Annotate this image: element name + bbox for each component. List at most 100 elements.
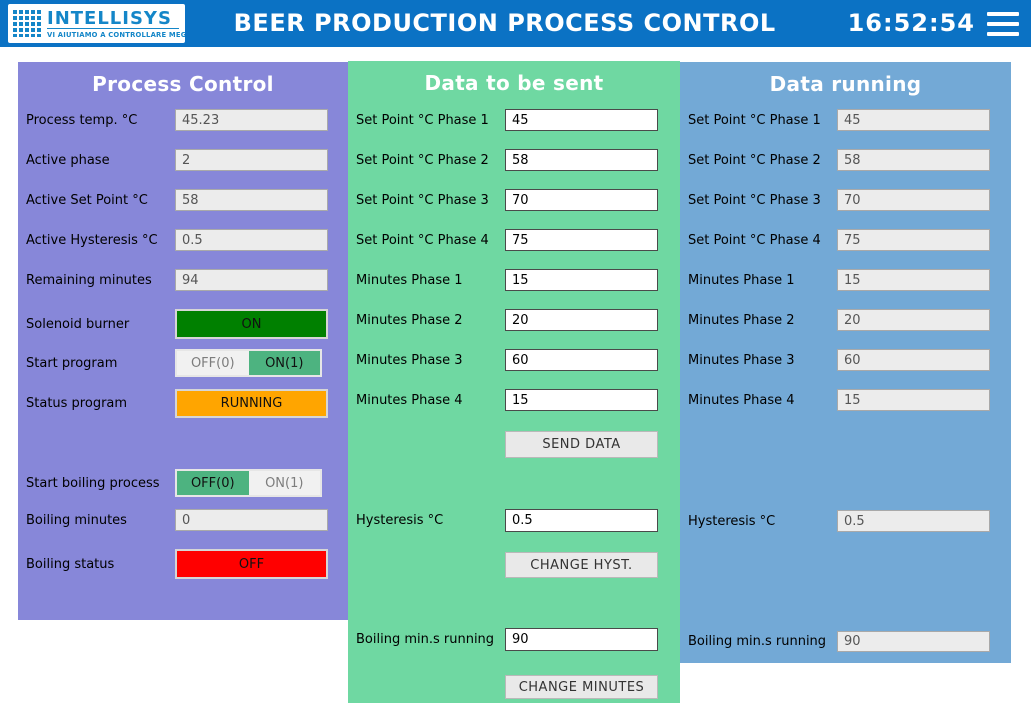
change-hyst-row: CHANGE HYST. — [348, 552, 680, 578]
start-boiling-off-button[interactable]: OFF(0) — [177, 471, 249, 495]
boiling-minutes-label: Boiling minutes — [26, 512, 127, 528]
send-boiling-running-row: Boiling min.s running — [348, 628, 680, 651]
run-minutes1-row: Minutes Phase 1 — [680, 269, 1011, 291]
boiling-status-row: Boiling status OFF — [18, 549, 348, 579]
process-control-title: Process Control — [92, 72, 274, 96]
page-title: BEER PRODUCTION PROCESS CONTROL — [233, 9, 776, 37]
boiling-minutes-field — [175, 509, 328, 531]
data-to-send-title: Data to be sent — [424, 71, 604, 95]
run-setpoint3-row: Set Point °C Phase 3 — [680, 189, 1011, 211]
change-hyst-button[interactable]: CHANGE HYST. — [505, 552, 658, 578]
send-minutes3-label: Minutes Phase 3 — [356, 352, 463, 368]
send-hysteresis-row: Hysteresis °C — [348, 509, 680, 532]
active-phase-label: Active phase — [26, 152, 110, 168]
remaining-minutes-row: Remaining minutes — [18, 269, 348, 291]
send-setpoint1-label: Set Point °C Phase 1 — [356, 112, 489, 128]
send-hysteresis-label: Hysteresis °C — [356, 513, 444, 528]
remaining-minutes-label: Remaining minutes — [26, 272, 152, 288]
send-minutes2-input[interactable] — [505, 309, 658, 331]
run-hysteresis-label: Hysteresis °C — [688, 513, 776, 529]
run-setpoint1-field — [837, 109, 990, 131]
active-setpoint-row: Active Set Point °C — [18, 189, 348, 211]
send-minutes2-row: Minutes Phase 2 — [348, 309, 680, 331]
data-running-title: Data running — [769, 72, 922, 96]
boiling-minutes-row: Boiling minutes — [18, 509, 348, 531]
send-setpoint3-label: Set Point °C Phase 3 — [356, 192, 489, 208]
boiling-status-label: Boiling status — [26, 556, 115, 572]
active-setpoint-label: Active Set Point °C — [26, 192, 148, 208]
process-control-panel: Process Control Process temp. °C Active … — [18, 62, 348, 620]
send-data-button[interactable]: SEND DATA — [505, 431, 658, 458]
run-minutes2-row: Minutes Phase 2 — [680, 309, 1011, 331]
start-program-toggle: OFF(0) ON(1) — [175, 349, 322, 377]
send-hysteresis-input[interactable] — [505, 509, 658, 532]
active-hysteresis-field — [175, 229, 328, 251]
send-setpoint2-row: Set Point °C Phase 2 — [348, 149, 680, 171]
send-setpoint4-row: Set Point °C Phase 4 — [348, 229, 680, 251]
clock: 16:52:54 — [847, 9, 975, 37]
header-bar: INTELLISYS VI AIUTIAMO A CONTROLLARE MEG… — [0, 0, 1031, 47]
active-setpoint-field — [175, 189, 328, 211]
process-temp-label: Process temp. °C — [26, 112, 138, 128]
run-setpoint3-label: Set Point °C Phase 3 — [688, 192, 821, 208]
run-setpoint3-field — [837, 189, 990, 211]
send-boiling-running-input[interactable] — [505, 628, 658, 651]
brand-name: INTELLISYS — [47, 7, 172, 29]
run-setpoint4-field — [837, 229, 990, 251]
send-boiling-running-label: Boiling min.s running — [356, 632, 495, 647]
status-program-badge: RUNNING — [175, 389, 328, 418]
send-minutes3-input[interactable] — [505, 349, 658, 371]
brand-tagline: VI AIUTIAMO A CONTROLLARE MEGLIO — [47, 27, 185, 39]
run-hysteresis-row: Hysteresis °C — [680, 510, 1011, 532]
start-boiling-label: Start boiling process — [26, 475, 160, 491]
send-setpoint1-row: Set Point °C Phase 1 — [348, 109, 680, 131]
start-program-label: Start program — [26, 355, 118, 371]
run-minutes3-field — [837, 349, 990, 371]
solenoid-burner-status-badge: ON — [175, 309, 328, 339]
send-minutes3-row: Minutes Phase 3 — [348, 349, 680, 371]
run-boiling-running-field — [837, 631, 990, 652]
start-program-off-button[interactable]: OFF(0) — [177, 351, 249, 375]
start-boiling-toggle: OFF(0) ON(1) — [175, 469, 322, 497]
status-program-label: Status program — [26, 396, 128, 411]
start-boiling-on-button[interactable]: ON(1) — [248, 471, 320, 495]
send-minutes4-input[interactable] — [505, 389, 658, 411]
start-program-on-button[interactable]: ON(1) — [248, 351, 320, 375]
run-minutes4-row: Minutes Phase 4 — [680, 389, 1011, 411]
change-minutes-row: CHANGE MINUTES — [348, 675, 680, 699]
active-hysteresis-row: Active Hysteresis °C — [18, 229, 348, 251]
change-minutes-button[interactable]: CHANGE MINUTES — [505, 675, 658, 699]
send-minutes1-row: Minutes Phase 1 — [348, 269, 680, 291]
run-minutes1-field — [837, 269, 990, 291]
send-setpoint4-label: Set Point °C Phase 4 — [356, 232, 489, 248]
logo-text: INTELLISYS VI AIUTIAMO A CONTROLLARE MEG… — [47, 7, 185, 39]
run-hysteresis-field — [837, 510, 990, 532]
run-minutes3-row: Minutes Phase 3 — [680, 349, 1011, 371]
send-setpoint3-row: Set Point °C Phase 3 — [348, 189, 680, 211]
send-minutes1-input[interactable] — [505, 269, 658, 291]
run-minutes4-field — [837, 389, 990, 411]
run-setpoint2-label: Set Point °C Phase 2 — [688, 152, 821, 168]
send-setpoint3-input[interactable] — [505, 189, 658, 211]
run-setpoint2-field — [837, 149, 990, 171]
send-minutes4-row: Minutes Phase 4 — [348, 389, 680, 411]
start-boiling-row: Start boiling process OFF(0) ON(1) — [18, 469, 348, 497]
run-boiling-running-row: Boiling min.s running — [680, 631, 1011, 652]
run-minutes2-label: Minutes Phase 2 — [688, 312, 795, 328]
active-phase-row: Active phase — [18, 149, 348, 171]
run-setpoint4-label: Set Point °C Phase 4 — [688, 232, 821, 248]
send-minutes4-label: Minutes Phase 4 — [356, 392, 463, 408]
run-minutes3-label: Minutes Phase 3 — [688, 352, 795, 368]
send-setpoint2-input[interactable] — [505, 149, 658, 171]
run-setpoint1-label: Set Point °C Phase 1 — [688, 112, 821, 128]
run-minutes4-label: Minutes Phase 4 — [688, 392, 795, 408]
run-minutes1-label: Minutes Phase 1 — [688, 272, 795, 288]
hamburger-menu-icon[interactable] — [987, 12, 1019, 36]
send-setpoint4-input[interactable] — [505, 229, 658, 251]
remaining-minutes-field — [175, 269, 328, 291]
send-minutes2-label: Minutes Phase 2 — [356, 312, 463, 328]
data-running-panel: Data running Set Point °C Phase 1 Set Po… — [680, 62, 1011, 663]
send-data-row: SEND DATA — [348, 431, 680, 458]
send-setpoint1-input[interactable] — [505, 109, 658, 131]
